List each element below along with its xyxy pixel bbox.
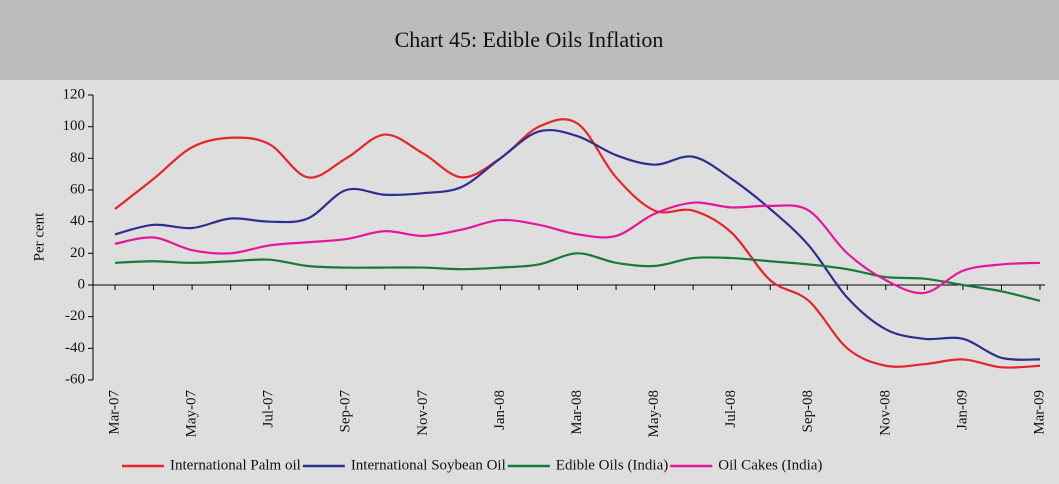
x-tick-label: Mar-07	[106, 390, 122, 435]
y-tick-label: -60	[65, 371, 85, 387]
x-tick-label: Jul-07	[261, 390, 277, 428]
legend-label: International Soybean Oil	[351, 457, 506, 473]
line	[114, 118, 1041, 369]
legend-label: Oil Cakes (India)	[718, 457, 822, 473]
x-tick-label: Mar-09	[1031, 390, 1047, 435]
y-tick-label: -40	[65, 340, 85, 356]
y-tick-label: 20	[70, 245, 85, 261]
legend-label: International Palm oil	[170, 457, 301, 473]
y-axis-label: Per cent	[31, 212, 47, 262]
x-tick-label: May-07	[184, 390, 200, 438]
title-band	[0, 0, 1059, 80]
y-tick-label: 0	[78, 276, 86, 292]
line	[114, 201, 1041, 295]
x-tick-label: May-08	[646, 390, 662, 438]
x-tick-label: Nov-07	[415, 390, 431, 436]
y-tick-label: 40	[70, 213, 85, 229]
x-tick-label: Mar-08	[569, 390, 585, 435]
line	[114, 252, 1041, 302]
x-tick-label: Jan-09	[954, 390, 970, 430]
line	[114, 128, 1041, 361]
x-tick-label: Nov-08	[877, 390, 893, 436]
legend-label: Edible Oils (India)	[556, 457, 668, 473]
x-tick-label: Jul-08	[723, 390, 739, 428]
x-tick-label: Jan-08	[492, 390, 508, 430]
y-tick-label: 100	[63, 118, 86, 134]
y-tick-label: -20	[65, 308, 85, 324]
y-tick-label: 80	[70, 150, 85, 166]
y-tick-label: 60	[70, 181, 85, 197]
y-tick-label: 120	[63, 86, 86, 102]
chart-title: Chart 45: Edible Oils Inflation	[395, 27, 664, 52]
x-tick-label: Sep-08	[800, 390, 816, 433]
x-tick-label: Sep-07	[338, 390, 354, 433]
